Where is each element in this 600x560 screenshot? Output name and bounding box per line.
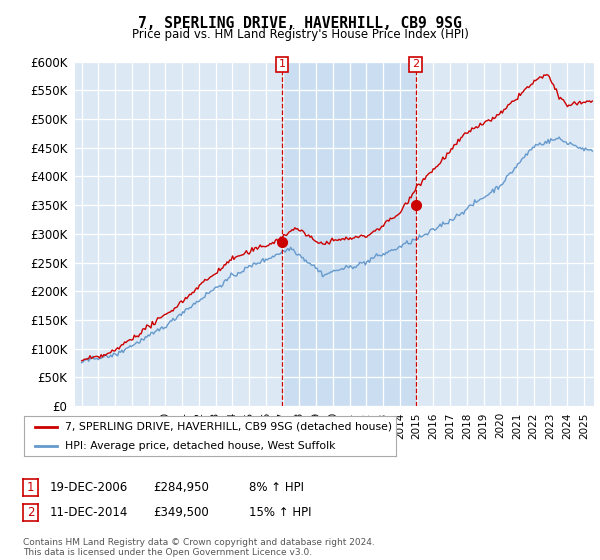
- Text: 7, SPERLING DRIVE, HAVERHILL, CB9 9SG (detached house): 7, SPERLING DRIVE, HAVERHILL, CB9 9SG (d…: [65, 422, 392, 432]
- Text: £349,500: £349,500: [153, 506, 209, 519]
- Text: 2: 2: [27, 506, 34, 519]
- Text: HPI: Average price, detached house, West Suffolk: HPI: Average price, detached house, West…: [65, 441, 335, 450]
- Text: 7, SPERLING DRIVE, HAVERHILL, CB9 9SG: 7, SPERLING DRIVE, HAVERHILL, CB9 9SG: [138, 16, 462, 31]
- Text: 1: 1: [27, 480, 34, 494]
- Text: 19-DEC-2006: 19-DEC-2006: [49, 480, 127, 494]
- Text: 15% ↑ HPI: 15% ↑ HPI: [249, 506, 311, 519]
- Text: £284,950: £284,950: [153, 480, 209, 494]
- Text: 2: 2: [412, 59, 419, 69]
- Bar: [282, 62, 416, 406]
- Text: 11-DEC-2014: 11-DEC-2014: [49, 506, 128, 519]
- Text: Price paid vs. HM Land Registry's House Price Index (HPI): Price paid vs. HM Land Registry's House …: [131, 28, 469, 41]
- Text: Contains HM Land Registry data © Crown copyright and database right 2024.
This d: Contains HM Land Registry data © Crown c…: [23, 538, 374, 557]
- Text: 1: 1: [278, 59, 286, 69]
- Text: 8% ↑ HPI: 8% ↑ HPI: [249, 480, 304, 494]
